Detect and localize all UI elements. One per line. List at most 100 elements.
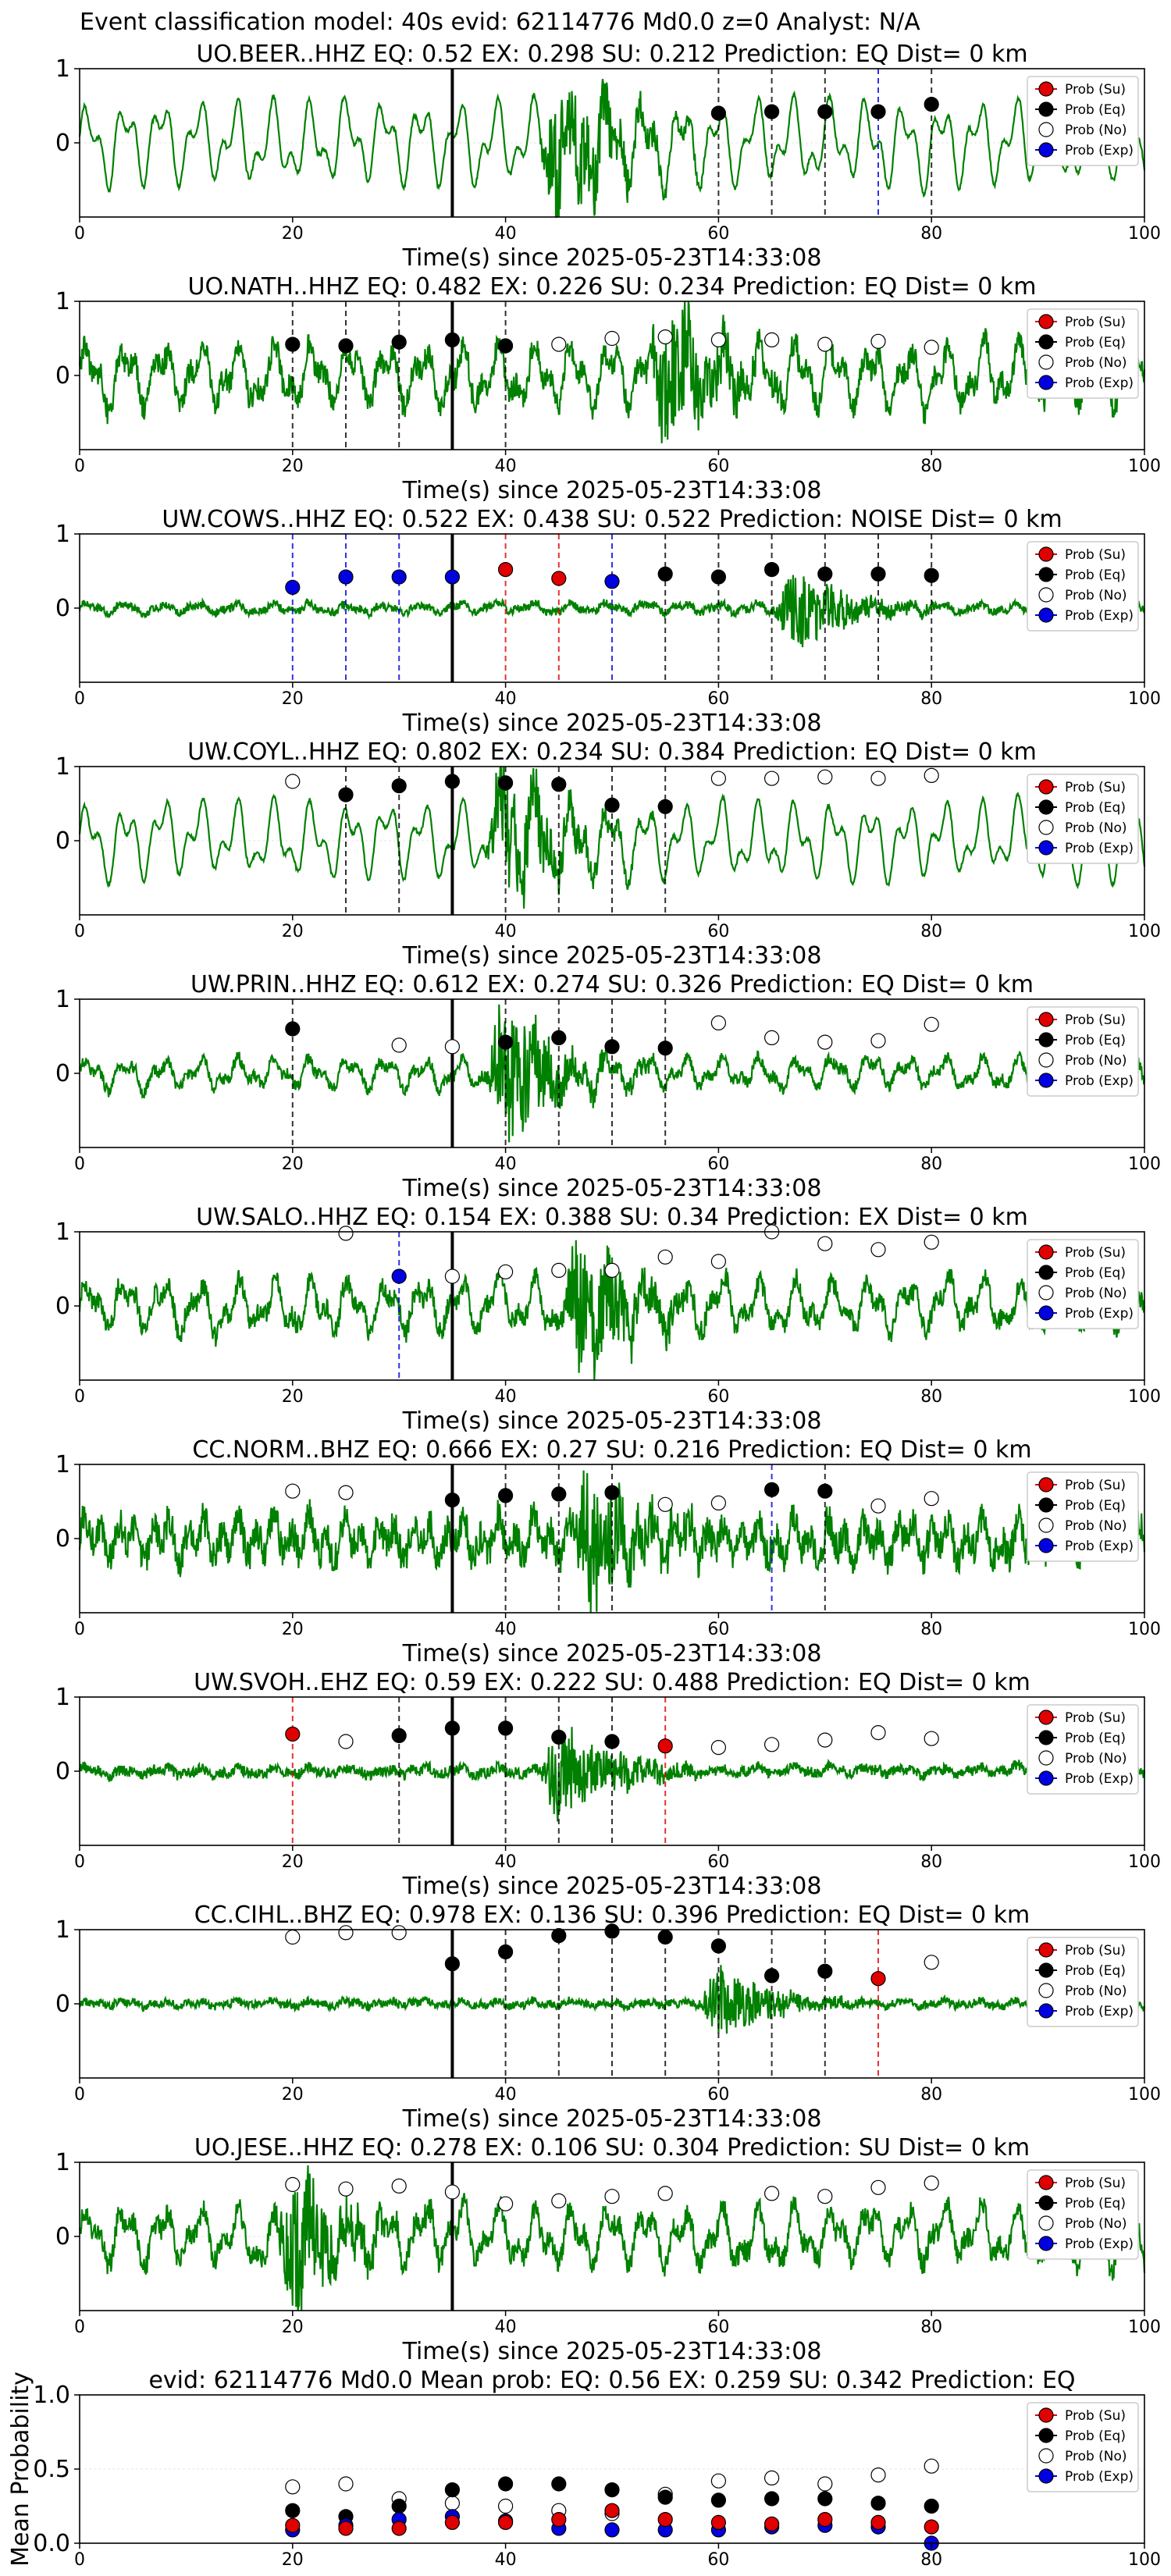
- panel-title-9: UO.JESE..HHZ EQ: 0.278 EX: 0.106 SU: 0.3…: [194, 2134, 1030, 2161]
- legend-marker-3: [1038, 1770, 1054, 1786]
- prob-point-1-0: [285, 336, 301, 352]
- prob-point-6-0: [285, 1483, 301, 1499]
- prob-point-6-5: [604, 1485, 620, 1500]
- y-tick-label-0-0: 0: [55, 130, 70, 157]
- x-tick-label-8-0: 0: [74, 2085, 85, 2105]
- x-tick-label-1-3: 60: [707, 457, 729, 476]
- prob-point-6-6: [657, 1496, 673, 1512]
- prob-point-4-7: [710, 1015, 727, 1031]
- prob-point-9-4: [497, 2196, 514, 2211]
- legend-frame: [1027, 1471, 1139, 1562]
- mean-point-su-3: [444, 2514, 461, 2530]
- legend-frame: [1027, 541, 1139, 632]
- prob-point-9-10: [870, 2179, 886, 2195]
- mean-point-eq-2: [391, 2498, 407, 2514]
- legend-label-1: Prob (Eq): [1065, 2428, 1126, 2444]
- prob-point-4-3: [497, 1034, 514, 1050]
- prob-point-7-6: [604, 1734, 620, 1749]
- x-tick-label-5-3: 60: [707, 1387, 729, 1407]
- mean-point-no-4: [497, 2498, 514, 2514]
- legend-10: Prob (Su) Prob (Eq) Prob (No) Prob (Exp): [1027, 2402, 1139, 2492]
- x-tick-label-10-2: 40: [495, 2550, 517, 2570]
- prob-point-4-6: [657, 1041, 673, 1056]
- prob-point-2-4: [497, 561, 514, 578]
- prob-point-4-11: [924, 1016, 939, 1032]
- mean-point-su-4: [497, 2514, 514, 2530]
- x-tick-label-4-2: 40: [495, 1155, 517, 1174]
- panel-title-3: UW.COYL..HHZ EQ: 0.802 EX: 0.234 SU: 0.3…: [187, 738, 1037, 766]
- x-tick-label-4-0: 0: [74, 1155, 85, 1174]
- legend-marker-2: [1038, 1983, 1054, 1998]
- x-tick-label-10-3: 60: [707, 2550, 729, 2570]
- panel-3: UW.COYL..HHZ EQ: 0.802 EX: 0.234 SU: 0.3…: [55, 738, 1161, 970]
- prob-point-0-2: [817, 104, 833, 119]
- legend-marker-2: [1038, 820, 1054, 835]
- legend-marker-2: [1038, 1750, 1054, 1766]
- waveform-trace-1: [78, 301, 1146, 443]
- x-tick-label-10-4: 80: [920, 2550, 942, 2570]
- legend-0: Prob (Su) Prob (Eq) Prob (No) Prob (Exp): [1027, 76, 1139, 166]
- legend-marker-3: [1038, 1538, 1054, 1553]
- x-axis-label-3: Time(s) since 2025-05-23T14:33:08: [402, 942, 822, 970]
- prob-point-2-12: [924, 568, 939, 583]
- prob-point-5-5: [604, 1262, 620, 1279]
- legend-marker-1: [1038, 567, 1054, 582]
- prob-point-2-2: [391, 569, 407, 585]
- prob-point-9-6: [604, 2189, 620, 2204]
- prob-point-2-11: [870, 566, 886, 582]
- legend-frame: [1027, 2402, 1139, 2492]
- prob-point-7-10: [817, 1732, 833, 1748]
- x-tick-label-3-4: 80: [920, 922, 942, 941]
- prob-point-9-11: [924, 2176, 939, 2191]
- legend-marker-3: [1038, 2236, 1054, 2251]
- panel-title-2: UW.COWS..HHZ EQ: 0.522 EX: 0.438 SU: 0.5…: [162, 506, 1062, 533]
- legend-8: Prob (Su) Prob (Eq) Prob (No) Prob (Exp): [1027, 1937, 1139, 2027]
- panel-2: UW.COWS..HHZ EQ: 0.522 EX: 0.438 SU: 0.5…: [55, 506, 1161, 737]
- y-tick-label-1-1: 1: [55, 288, 70, 315]
- prob-point-0-0: [710, 105, 727, 121]
- legend-1: Prob (Su) Prob (Eq) Prob (No) Prob (Exp): [1027, 308, 1139, 399]
- legend-frame: [1027, 2169, 1139, 2260]
- prob-point-1-4: [497, 338, 514, 354]
- prob-point-4-0: [285, 1021, 301, 1037]
- legend-marker-1: [1038, 2195, 1054, 2211]
- x-axis-label-2: Time(s) since 2025-05-23T14:33:08: [402, 710, 822, 737]
- prob-point-3-5: [551, 777, 567, 792]
- x-tick-label-6-5: 100: [1128, 1620, 1161, 1639]
- prob-point-8-10: [817, 1963, 833, 1979]
- prob-point-3-4: [497, 775, 514, 791]
- legend-2: Prob (Su) Prob (Eq) Prob (No) Prob (Exp): [1027, 541, 1139, 632]
- prob-point-9-5: [551, 2193, 567, 2208]
- legend-marker-3: [1038, 375, 1054, 390]
- panel-title-5: UW.SALO..HHZ EQ: 0.154 EX: 0.388 SU: 0.3…: [196, 1204, 1028, 1231]
- prob-point-7-2: [391, 1727, 407, 1743]
- y-tick-label-4-1: 1: [55, 986, 70, 1013]
- legend-label-3: Prob (Exp): [1065, 2004, 1134, 2019]
- x-tick-label-2-0: 0: [74, 689, 85, 709]
- x-tick-label-9-0: 0: [74, 2318, 85, 2337]
- prob-point-8-2: [391, 1925, 407, 1941]
- legend-label-3: Prob (Exp): [1065, 608, 1134, 624]
- prob-point-5-11: [924, 1234, 939, 1250]
- legend-label-3: Prob (Exp): [1065, 1073, 1134, 1089]
- legend-marker-1: [1038, 1962, 1054, 1978]
- legend-marker-1: [1038, 799, 1054, 815]
- legend-marker-3: [1038, 2003, 1054, 2019]
- prob-point-3-6: [604, 797, 620, 813]
- prob-point-1-3: [444, 332, 461, 347]
- legend-frame: [1027, 1006, 1139, 1097]
- legend-label-3: Prob (Exp): [1065, 2469, 1134, 2485]
- legend-marker-2: [1038, 2448, 1054, 2464]
- x-tick-label-2-5: 100: [1128, 689, 1161, 709]
- x-tick-label-8-4: 80: [920, 2085, 942, 2105]
- legend-marker-2: [1038, 1517, 1054, 1533]
- legend-frame: [1027, 774, 1139, 864]
- legend-label-0: Prob (Su): [1065, 1478, 1126, 1493]
- y-tick-label-2-0: 0: [55, 595, 70, 622]
- mean-point-su-6: [604, 2503, 620, 2518]
- mean-point-su-12: [924, 2519, 939, 2535]
- y-tick-label-3-1: 1: [55, 753, 70, 781]
- legend-5: Prob (Su) Prob (Eq) Prob (No) Prob (Exp): [1027, 1239, 1139, 1329]
- legend-marker-0: [1038, 1477, 1054, 1493]
- legend-label-3: Prob (Exp): [1065, 1539, 1134, 1554]
